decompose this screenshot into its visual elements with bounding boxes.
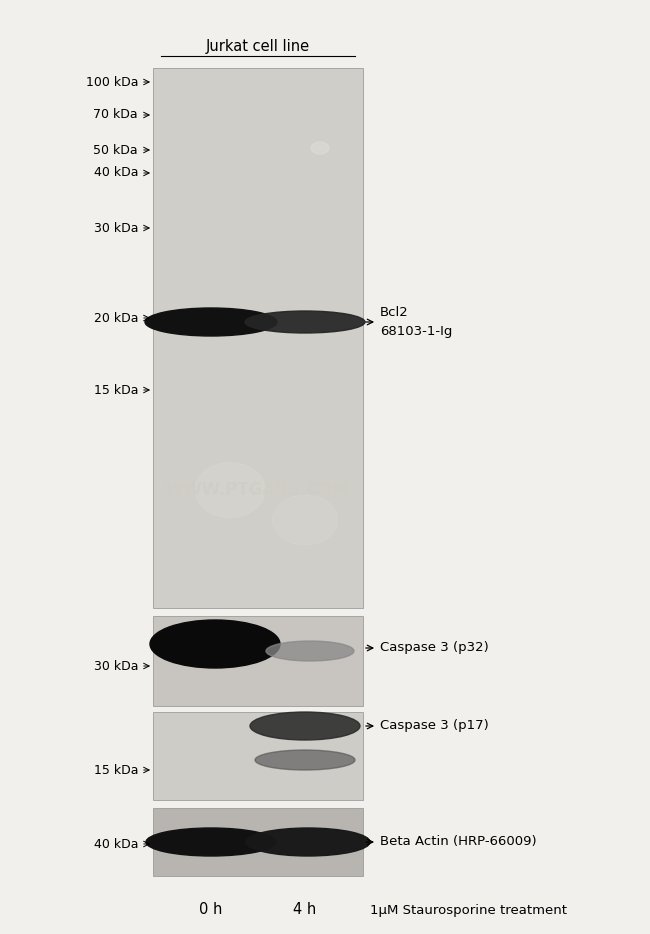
Ellipse shape [246, 828, 370, 856]
Ellipse shape [145, 308, 277, 336]
Text: 30 kDa: 30 kDa [94, 659, 138, 672]
Text: WWW.PTGABS.COM: WWW.PTGABS.COM [166, 481, 350, 499]
Ellipse shape [255, 750, 355, 770]
Text: 70 kDa: 70 kDa [94, 108, 138, 121]
Ellipse shape [150, 620, 280, 668]
Ellipse shape [250, 712, 360, 740]
Text: 20 kDa: 20 kDa [94, 312, 138, 324]
Bar [153, 712, 363, 800]
Text: 30 kDa: 30 kDa [94, 221, 138, 234]
Bar [153, 68, 363, 608]
Ellipse shape [245, 311, 365, 333]
Text: 68103-1-Ig: 68103-1-Ig [380, 325, 452, 338]
Ellipse shape [146, 828, 276, 856]
Text: 1μM Staurosporine treatment: 1μM Staurosporine treatment [370, 904, 567, 917]
Bar [153, 808, 363, 876]
Text: 4 h: 4 h [293, 902, 317, 917]
Ellipse shape [311, 142, 329, 154]
Text: 40 kDa: 40 kDa [94, 166, 138, 179]
Ellipse shape [195, 462, 265, 517]
Bar [153, 616, 363, 706]
Text: 15 kDa: 15 kDa [94, 384, 138, 397]
Text: 50 kDa: 50 kDa [94, 144, 138, 157]
Text: Caspase 3 (p17): Caspase 3 (p17) [380, 719, 489, 732]
Text: 40 kDa: 40 kDa [94, 838, 138, 851]
Text: 15 kDa: 15 kDa [94, 763, 138, 776]
Text: Jurkat cell line: Jurkat cell line [206, 39, 310, 54]
Text: 100 kDa: 100 kDa [86, 76, 138, 89]
Text: Caspase 3 (p32): Caspase 3 (p32) [380, 642, 489, 655]
Ellipse shape [266, 641, 354, 661]
Ellipse shape [272, 495, 337, 545]
Text: Beta Actin (HRP-66009): Beta Actin (HRP-66009) [380, 836, 537, 848]
Text: Bcl2: Bcl2 [380, 306, 409, 319]
Text: 0 h: 0 h [200, 902, 223, 917]
